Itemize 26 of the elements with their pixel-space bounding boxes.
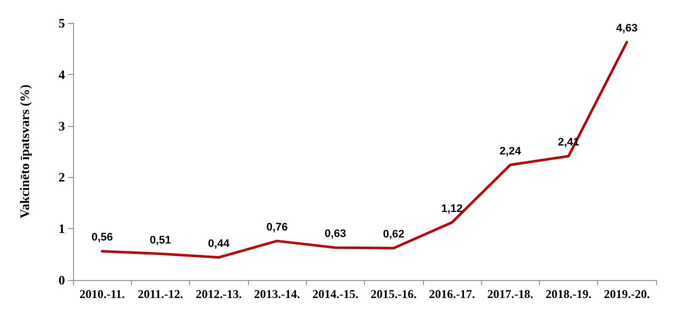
x-tick-label: 2013.-14. — [254, 287, 300, 301]
x-tick-label: 2015.-16. — [370, 287, 417, 301]
y-tick-label: 4 — [58, 66, 66, 82]
x-tick-label: 2018.-19. — [546, 287, 592, 301]
data-label: 0,56 — [91, 232, 113, 244]
data-label: 2,24 — [500, 145, 522, 158]
x-tick-label: 2011.-12. — [138, 287, 184, 301]
y-tick-label: 2 — [58, 170, 65, 185]
data-label: 0,51 — [150, 234, 172, 246]
x-tick-label: 2017.-18. — [487, 287, 534, 301]
data-label: 1,12 — [441, 202, 463, 215]
x-tick-label: 2016.-17. — [428, 287, 475, 301]
data-label: 0,44 — [208, 238, 230, 250]
y-tick-label: 3 — [58, 118, 66, 134]
x-tick-label: 2012.-13. — [196, 287, 242, 301]
y-axis-title: Vakcinēto īpatsvars (%) — [17, 84, 32, 218]
data-label: 0,62 — [382, 228, 404, 241]
y-tick-label: 5 — [58, 16, 66, 30]
data-label: 0,76 — [266, 221, 288, 234]
data-label: 4,63 — [616, 22, 638, 35]
data-label: 0,63 — [324, 228, 346, 240]
x-tick-label: 2019.-20. — [604, 287, 650, 301]
x-tick-label: 2014.-15. — [312, 287, 358, 301]
x-tick-label: 2010.-11. — [79, 287, 125, 301]
y-tick-label: 0 — [58, 272, 65, 288]
y-tick-label: 1 — [58, 221, 65, 236]
